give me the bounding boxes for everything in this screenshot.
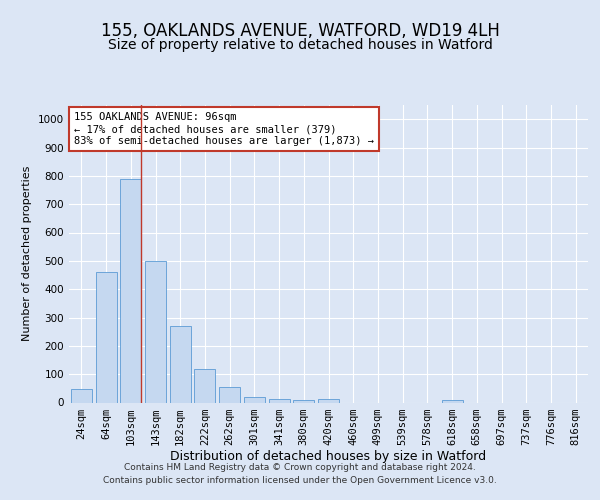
Bar: [442, 400, 463, 402]
Bar: [293, 400, 314, 402]
Bar: [95, 272, 116, 402]
X-axis label: Distribution of detached houses by size in Watford: Distribution of detached houses by size …: [170, 450, 487, 464]
Bar: [244, 397, 265, 402]
Bar: [145, 261, 166, 402]
Bar: [194, 368, 215, 402]
Bar: [71, 389, 92, 402]
Bar: [269, 399, 290, 402]
Text: Contains HM Land Registry data © Crown copyright and database right 2024.: Contains HM Land Registry data © Crown c…: [124, 462, 476, 471]
Y-axis label: Number of detached properties: Number of detached properties: [22, 166, 32, 342]
Text: Size of property relative to detached houses in Watford: Size of property relative to detached ho…: [107, 38, 493, 52]
Bar: [219, 388, 240, 402]
Bar: [170, 326, 191, 402]
Bar: [318, 399, 339, 402]
Text: 155, OAKLANDS AVENUE, WATFORD, WD19 4LH: 155, OAKLANDS AVENUE, WATFORD, WD19 4LH: [101, 22, 499, 40]
Bar: [120, 178, 141, 402]
Text: 155 OAKLANDS AVENUE: 96sqm
← 17% of detached houses are smaller (379)
83% of sem: 155 OAKLANDS AVENUE: 96sqm ← 17% of deta…: [74, 112, 374, 146]
Text: Contains public sector information licensed under the Open Government Licence v3: Contains public sector information licen…: [103, 476, 497, 485]
